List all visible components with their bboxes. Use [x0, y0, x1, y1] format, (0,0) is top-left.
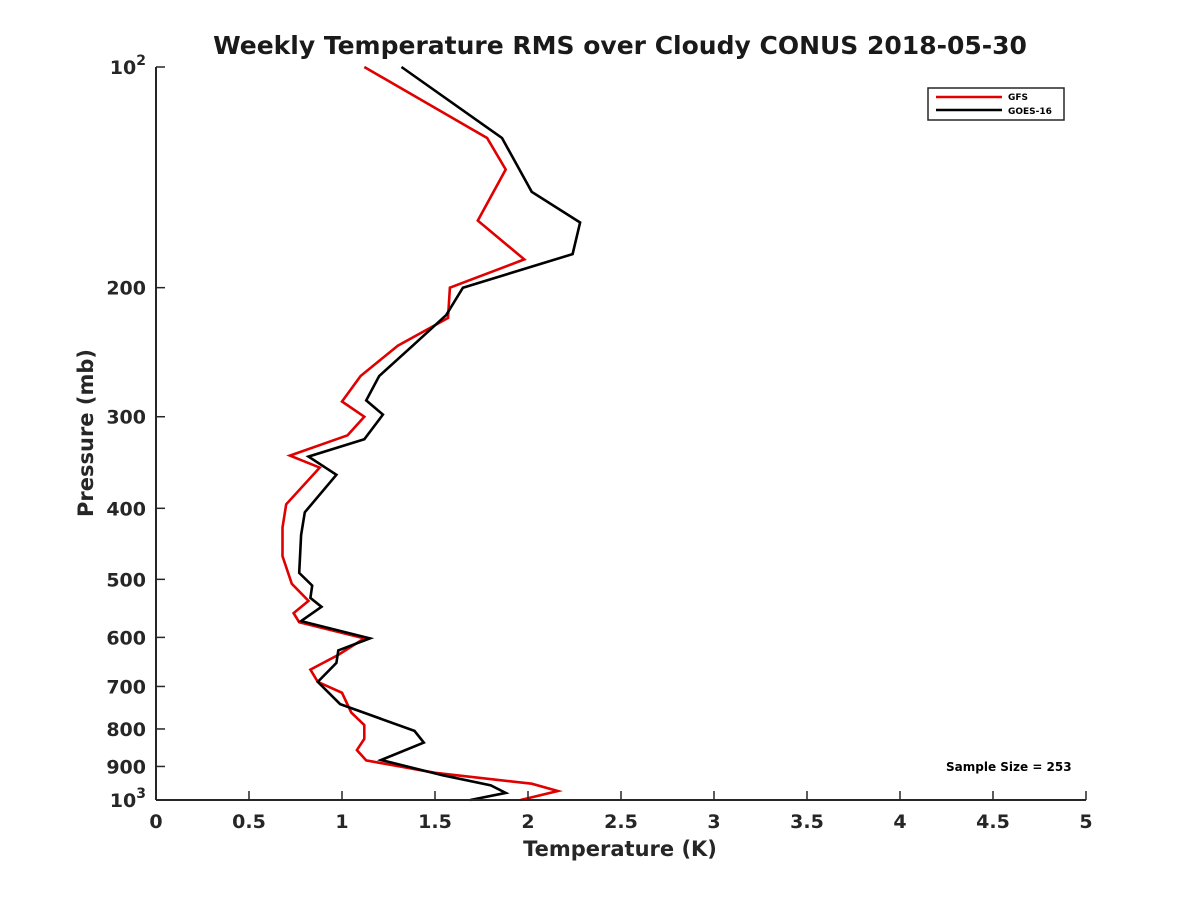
y-tick-label: 800	[106, 719, 146, 741]
y-tick-label: 900	[106, 756, 146, 778]
x-tick-label: 3.5	[790, 811, 824, 833]
x-tick-label: 2.5	[604, 811, 638, 833]
y-tick-label: 400	[106, 498, 146, 520]
y-tick-label: 700	[106, 676, 146, 698]
y-tick-label: 103	[110, 786, 146, 812]
chart-title: Weekly Temperature RMS over Cloudy CONUS…	[213, 31, 1027, 60]
axes: 0 0.5 1 1.5 2 2.5 3 3.5 4 4.5 5 102 200 300 400 500 600…	[106, 53, 1092, 833]
x-tick-label: 4	[893, 811, 906, 833]
y-ticks: 102 200 300 400 500 600 700 800 900 103	[106, 53, 165, 812]
legend-label-gfs: GFS	[1008, 93, 1028, 103]
x-tick-label: 4.5	[976, 811, 1010, 833]
series-layer	[281, 65, 582, 802]
x-tick-label: 1	[335, 811, 348, 833]
legend: GFS GOES-16	[927, 87, 1065, 121]
y-tick-label: 200	[106, 278, 146, 300]
series-line-gfs	[281, 65, 563, 802]
y-tick-label: 300	[106, 407, 146, 429]
y-tick-label: 600	[106, 627, 146, 649]
y-axis-label: Pressure (mb)	[74, 349, 98, 517]
x-ticks: 0 0.5 1 1.5 2 2.5 3 3.5 4 4.5 5	[149, 791, 1093, 833]
y-tick-label: 500	[106, 569, 146, 591]
x-tick-label: 5	[1079, 811, 1092, 833]
x-axis-label: Temperature (K)	[523, 837, 717, 861]
legend-label-goes16: GOES-16	[1008, 107, 1052, 117]
series-line-goes16	[297, 65, 582, 802]
y-tick-label: 102	[110, 53, 146, 79]
x-tick-label: 2	[521, 811, 534, 833]
sample-size-annotation: Sample Size = 253	[946, 760, 1072, 774]
x-tick-label: 0.5	[232, 811, 266, 833]
x-tick-label: 0	[149, 811, 162, 833]
x-tick-label: 3	[707, 811, 720, 833]
legend-box	[927, 87, 1065, 121]
x-tick-label: 1.5	[418, 811, 452, 833]
